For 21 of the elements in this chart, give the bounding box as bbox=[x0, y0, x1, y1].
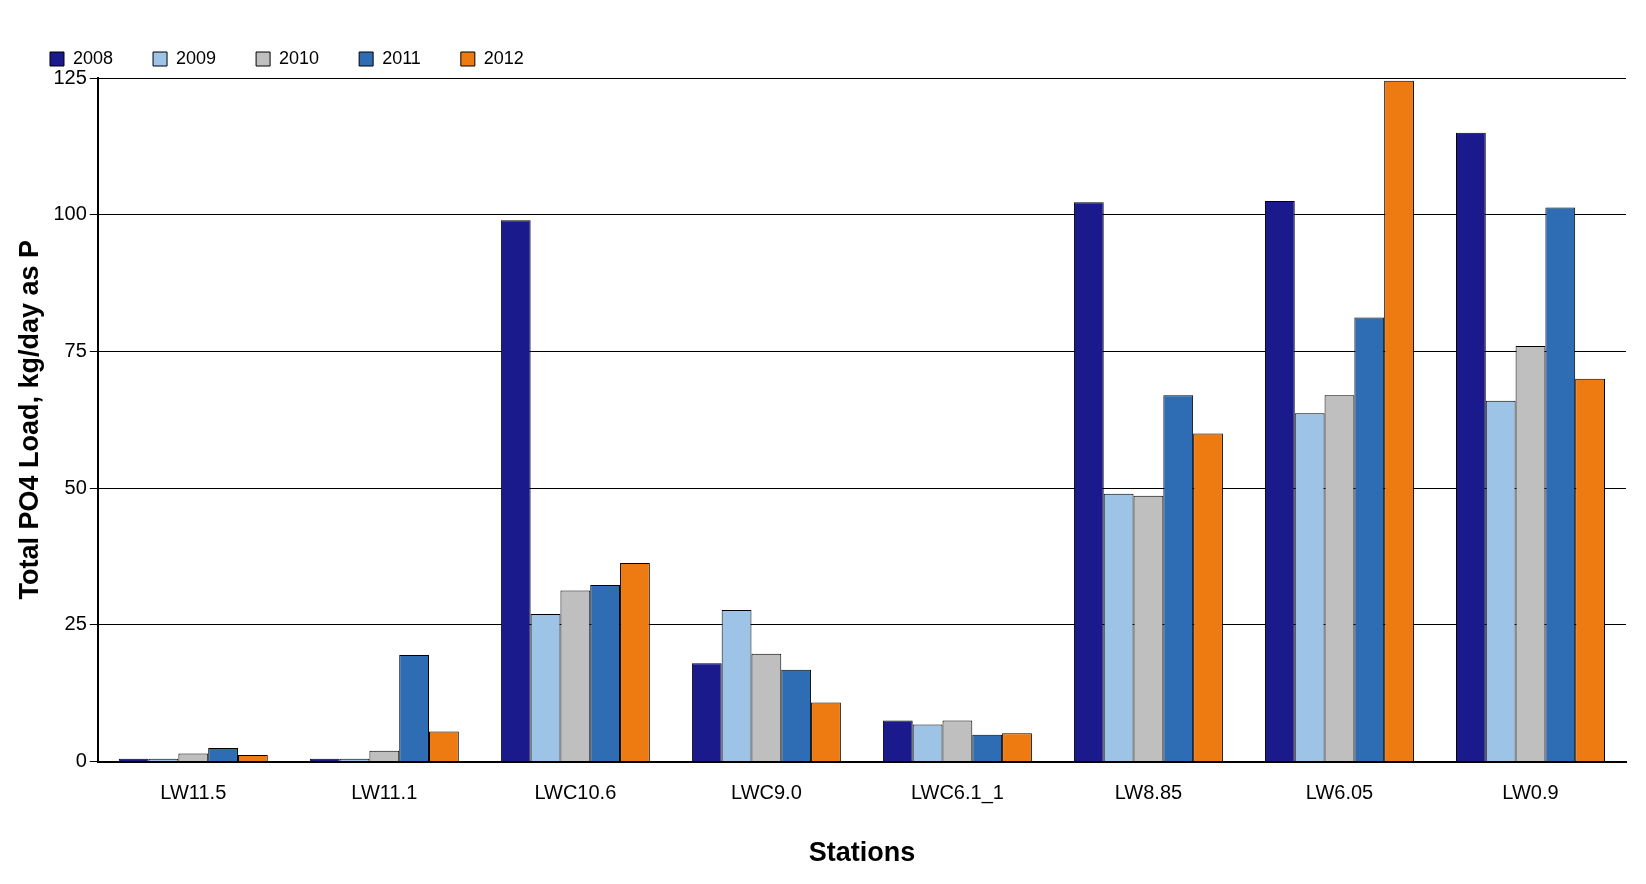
x-tick-label: LW0.9 bbox=[1502, 781, 1559, 804]
y-tick-label: 100 bbox=[53, 202, 87, 225]
x-tick-label: LW11.1 bbox=[351, 781, 418, 804]
y-tick-label: 25 bbox=[64, 612, 87, 635]
y-axis-title: Total PO4 Load, kg/day as P bbox=[13, 240, 44, 600]
y-tick-label: 0 bbox=[75, 749, 87, 772]
x-tick-label: LW6.05 bbox=[1305, 781, 1374, 804]
x-tick-label: LW11.5 bbox=[160, 781, 227, 804]
legend-label: 2009 bbox=[176, 47, 217, 68]
y-tick-label: 75 bbox=[64, 338, 87, 361]
x-tick-label: LW8.85 bbox=[1114, 781, 1183, 804]
x-tick-label: LWC9.0 bbox=[730, 781, 802, 804]
x-tick-label: LWC6.1_1 bbox=[910, 781, 1004, 805]
legend-label: 2008 bbox=[73, 47, 114, 68]
legend-label: 2010 bbox=[279, 47, 320, 68]
legend-label: 2011 bbox=[382, 47, 421, 68]
y-tick-label: 125 bbox=[53, 65, 87, 88]
legend-label: 2012 bbox=[483, 47, 524, 68]
y-tick-label: 50 bbox=[64, 475, 87, 498]
x-tick-label: LWC10.6 bbox=[534, 781, 617, 804]
x-axis-title: Stations bbox=[808, 837, 916, 868]
